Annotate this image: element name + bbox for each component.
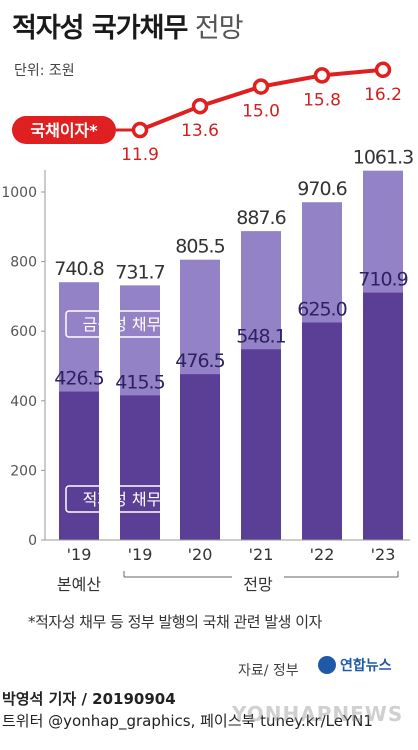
bar-deficit <box>59 391 99 540</box>
bar-deficit <box>363 292 403 540</box>
y-tick-label: 1000 <box>1 185 37 201</box>
legend-financial-debt-box <box>65 310 179 338</box>
y-tick-label: 0 <box>28 533 37 549</box>
source-label: 자료/ 정부 <box>238 663 299 679</box>
group-label-forecast: 전망 <box>243 575 273 594</box>
x-tick-label: '22 <box>310 545 335 564</box>
interest-legend-pill <box>12 116 116 144</box>
deficit-value-label: 625.0 <box>297 299 346 321</box>
yonhap-logo-icon <box>318 656 336 674</box>
legend-financial-debt-label: 금융성 채무 <box>83 315 162 334</box>
total-value-label: 740.8 <box>54 258 103 280</box>
byline: 박영석 기자 / 20190904 트위터 @yonhap_graphics, … <box>0 688 373 732</box>
x-tick-label: '21 <box>249 545 274 564</box>
interest-point <box>374 61 392 79</box>
interest-value-label: 13.6 <box>181 121 219 141</box>
legend-deficit-debt-label: 적자성 채무 <box>83 490 162 509</box>
interest-point <box>131 121 149 139</box>
deficit-value-label: 426.5 <box>54 368 103 390</box>
y-tick-label: 200 <box>10 463 37 479</box>
interest-value-label: 16.2 <box>364 85 402 105</box>
total-value-label: 1061.3 <box>353 147 413 169</box>
title-main: 적자성 국가채무 <box>12 13 188 44</box>
interest-value-label: 15.0 <box>242 102 280 122</box>
bar-deficit <box>241 349 281 540</box>
bar-deficit <box>120 395 160 540</box>
y-tick-label: 400 <box>10 394 37 410</box>
total-value-label: 805.5 <box>175 236 224 258</box>
title-sub: 전망 <box>194 13 244 44</box>
interest-legend-label: 국채이자* <box>30 121 98 140</box>
bar-deficit <box>180 374 220 540</box>
group-label-budget: 본예산 <box>57 575 101 594</box>
deficit-value-label: 476.5 <box>175 350 224 372</box>
y-tick-label: 800 <box>10 255 37 271</box>
interest-value-label: 15.8 <box>303 90 341 110</box>
yonhap-logo-text: 연합뉴스 <box>340 658 392 674</box>
chart-title: 적자성 국가채무 전망 <box>12 6 244 45</box>
total-value-label: 970.6 <box>297 178 346 200</box>
watermark: YONHAPNEWS <box>232 702 404 726</box>
interest-point <box>313 67 331 84</box>
y-tick-label: 600 <box>10 324 37 340</box>
interest-point <box>252 78 270 95</box>
total-value-label: 731.7 <box>115 261 164 283</box>
x-tick-label: '20 <box>188 545 213 564</box>
deficit-value-label: 415.5 <box>115 371 164 393</box>
yonhap-logo: 연합뉴스 <box>318 655 392 675</box>
legend-deficit-debt-box <box>65 485 179 513</box>
contact-line: 트위터 @yonhap_graphics, 페이스북 tuney.kr/LeYN… <box>2 712 373 730</box>
interest-point <box>191 97 209 115</box>
bar-deficit <box>302 322 342 540</box>
reporter-line: 박영석 기자 / 20190904 <box>2 690 176 708</box>
total-value-label: 887.6 <box>236 207 285 229</box>
footnote: *적자성 채무 등 정부 발행의 국채 관련 발생 이자 <box>28 613 322 631</box>
x-tick-label: '19 <box>67 545 92 564</box>
deficit-value-label: 548.1 <box>236 325 285 347</box>
interest-value-label: 11.9 <box>121 145 159 165</box>
x-tick-label: '19 <box>128 545 153 564</box>
x-tick-label: '23 <box>371 545 396 564</box>
unit-label: 단위: 조원 <box>14 63 75 79</box>
deficit-value-label: 710.9 <box>358 269 407 291</box>
